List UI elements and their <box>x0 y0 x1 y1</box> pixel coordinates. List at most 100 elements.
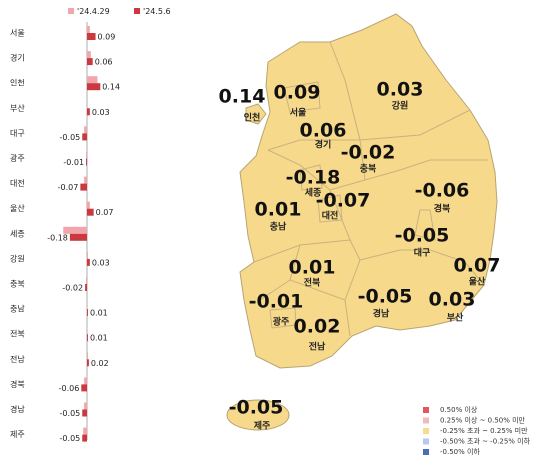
value-label: -0.07 <box>58 183 79 192</box>
region-value: -0.05 <box>229 397 284 419</box>
bar <box>87 33 96 40</box>
value-label: 0.01 <box>90 334 108 343</box>
bar <box>87 58 93 66</box>
map-legend-swatch <box>423 438 429 445</box>
region-name: 세종 <box>305 187 322 199</box>
region-name: 인천 <box>244 113 261 124</box>
region-value: 0.14 <box>219 86 266 108</box>
value-label: -0.05 <box>60 133 81 142</box>
bar <box>83 427 87 435</box>
region-name: 경남 <box>373 308 390 320</box>
bar <box>87 51 91 59</box>
region-name: 대전 <box>322 210 339 222</box>
bar <box>80 183 87 191</box>
value-label: -0.05 <box>60 409 81 418</box>
bar <box>86 277 87 284</box>
legend-swatch <box>68 8 74 14</box>
map-legend-label: 0.25% 이상 ~ 0.50% 미만 <box>440 416 526 425</box>
region-name: 전남 <box>309 341 326 353</box>
value-label: 0.01 <box>90 309 108 318</box>
bar <box>82 409 87 417</box>
bar <box>86 151 87 159</box>
region-name: 제주 <box>254 420 271 432</box>
region-name: 대구 <box>414 247 431 259</box>
bar <box>87 83 101 91</box>
map-legend-swatch <box>423 449 429 455</box>
map-legend-label: -0.50% 이하 <box>440 447 480 455</box>
bar <box>87 201 90 209</box>
bar <box>82 434 87 442</box>
bar <box>85 284 87 291</box>
category-label: 울산 <box>10 203 25 213</box>
region-value: -0.01 <box>249 291 304 313</box>
region-value: 0.03 <box>429 289 476 311</box>
region-name: 충남 <box>270 221 287 233</box>
korea-map <box>226 13 498 431</box>
category-label: 충남 <box>10 305 25 314</box>
region-value: -0.02 <box>341 142 396 164</box>
bar <box>87 108 90 116</box>
category-label: 충북 <box>10 280 25 289</box>
value-label: -0.18 <box>47 233 68 242</box>
region-value: 0.07 <box>454 255 501 277</box>
value-label: 0.14 <box>102 83 120 92</box>
region-name: 경기 <box>315 139 332 151</box>
region-name: 울산 <box>469 276 486 288</box>
category-label: 세종 <box>10 229 25 238</box>
region-value: 0.02 <box>294 316 341 338</box>
category-label: 제주 <box>10 430 25 439</box>
region-value: -0.18 <box>286 167 341 189</box>
map-legend-swatch <box>423 417 429 424</box>
category-label: 경남 <box>10 404 25 414</box>
region-name: 서울 <box>290 107 307 119</box>
region-value: 0.06 <box>300 120 347 142</box>
region-borders <box>253 41 488 337</box>
region-name: 강원 <box>392 100 409 112</box>
value-label: 0.09 <box>98 33 116 42</box>
legend-swatch <box>134 8 140 14</box>
value-label: 0.02 <box>91 359 109 368</box>
value-label: 0.06 <box>95 58 113 67</box>
mainland <box>239 13 498 369</box>
bar <box>87 258 90 266</box>
value-label: -0.05 <box>60 434 81 443</box>
value-label: -0.06 <box>59 384 80 393</box>
region-value: 0.03 <box>377 79 424 101</box>
jeju-island <box>226 399 290 431</box>
region-value: -0.05 <box>358 286 413 308</box>
category-label: 대전 <box>10 178 25 188</box>
category-label: 강원 <box>10 253 25 263</box>
legend-label: '24.4.29 <box>77 7 110 16</box>
category-label: 경북 <box>10 379 25 389</box>
bar <box>84 402 87 410</box>
bar <box>82 133 87 141</box>
map-legend-label: -0.25% 초과 ~ 0.25% 미만 <box>440 426 528 435</box>
map-legend-label: 0.50% 이상 <box>440 405 478 414</box>
inchon-island <box>245 103 267 125</box>
region-name: 충북 <box>360 163 377 175</box>
bar <box>87 26 90 33</box>
bar <box>87 208 94 216</box>
value-label: 0.03 <box>92 258 110 267</box>
category-label: 부산 <box>10 103 25 113</box>
value-label: -0.01 <box>63 158 84 167</box>
map-legend-swatch <box>423 407 429 413</box>
region-name: 광주 <box>273 316 290 328</box>
region-value: 0.01 <box>289 257 336 279</box>
region-value: -0.05 <box>395 225 450 247</box>
region-name: 전북 <box>304 277 321 289</box>
bar <box>87 352 88 360</box>
category-label: 서울 <box>10 29 25 38</box>
category-label: 전북 <box>10 329 25 339</box>
bar <box>81 384 87 392</box>
bar <box>87 309 88 317</box>
region-value: 0.01 <box>255 199 302 221</box>
legend-label: '24.5.6 <box>143 7 171 16</box>
bar <box>63 226 87 234</box>
bar <box>87 359 89 367</box>
category-label: 광주 <box>10 153 25 163</box>
map-legend-label: -0.50% 초과 ~ -0.25% 이하 <box>440 437 531 446</box>
bar <box>87 76 98 84</box>
bar <box>87 334 88 342</box>
